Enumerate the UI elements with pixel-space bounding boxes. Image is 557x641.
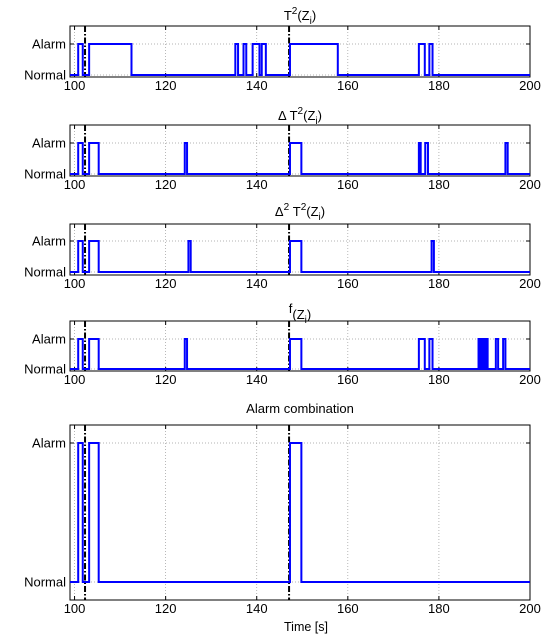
- x-tick-label: 100: [64, 177, 86, 192]
- x-tick-label: 120: [155, 601, 177, 616]
- alarm-signal-line: [70, 442, 530, 583]
- x-tick-label: 180: [428, 601, 450, 616]
- y-tick-label: Normal: [24, 265, 66, 280]
- x-tick-label: 140: [246, 372, 268, 387]
- axes-box: [69, 424, 531, 601]
- y-tick-label: Alarm: [32, 136, 66, 151]
- panel-title: Δ2 T2(Zi): [275, 202, 325, 223]
- y-tick-label: Normal: [24, 575, 66, 590]
- x-tick-label: 160: [337, 78, 359, 93]
- y-tick-label: Normal: [24, 362, 66, 377]
- y-tick-label: Alarm: [32, 234, 66, 249]
- x-tick-label: 140: [246, 601, 268, 616]
- x-tick-label: 180: [428, 78, 450, 93]
- x-tick-label: 200: [519, 276, 541, 291]
- panel-title: Δ T2(Zi): [278, 106, 322, 127]
- x-tick-label: 120: [155, 276, 177, 291]
- y-tick-label: Normal: [24, 68, 66, 83]
- x-tick-label: 160: [337, 372, 359, 387]
- y-tick-label: Alarm: [32, 37, 66, 52]
- axes-box: [69, 124, 531, 177]
- x-tick-label: 200: [519, 372, 541, 387]
- x-tick-label: 100: [64, 601, 86, 616]
- x-tick-label: 200: [519, 177, 541, 192]
- chart-panel-1: 100 120 140 160 180 200 Normal Alarm T2(Zi): [24, 6, 541, 93]
- panel-title: T2(Zi): [284, 6, 316, 27]
- x-tick-label: 180: [428, 372, 450, 387]
- y-tick-label: Normal: [24, 167, 66, 182]
- y-tick-label: Alarm: [32, 332, 66, 347]
- x-tick-label: 180: [428, 177, 450, 192]
- x-tick-label: 100: [64, 372, 86, 387]
- alarm-signal-line: [70, 142, 530, 175]
- x-tick-label: 120: [155, 372, 177, 387]
- x-tick-label: 100: [64, 78, 86, 93]
- x-tick-label: 160: [337, 601, 359, 616]
- x-tick-label: 160: [337, 177, 359, 192]
- panel-title: Alarm combination: [246, 401, 354, 416]
- chart-panel-4: 100 120 140 160 180 200 Normal Alarm f(Zi): [24, 301, 541, 387]
- x-tick-label: 140: [246, 276, 268, 291]
- x-tick-label: 180: [428, 276, 450, 291]
- chart-panel-2: 100 120 140 160 180 200 Normal Alarm Δ T2(Zi): [24, 106, 541, 192]
- x-tick-label: 120: [155, 177, 177, 192]
- x-tick-label: 200: [519, 601, 541, 616]
- axes-box: [69, 25, 531, 78]
- x-tick-label: 160: [337, 276, 359, 291]
- x-tick-label: 140: [246, 78, 268, 93]
- panel-title: f(Zi): [289, 301, 311, 326]
- x-tick-label: 140: [246, 177, 268, 192]
- x-tick-label: 120: [155, 78, 177, 93]
- alarm-signal-line: [70, 43, 530, 76]
- alarm-signal-line: [70, 338, 530, 370]
- x-axis-label: Time [s]: [284, 620, 328, 634]
- x-tick-label: 200: [519, 78, 541, 93]
- chart-panel-3: 100 120 140 160 180 200 Normal Alarm Δ2 T2(Zi): [24, 202, 541, 291]
- axes-box: [69, 223, 531, 276]
- axes-box: [69, 320, 531, 372]
- x-tick-label: 100: [64, 276, 86, 291]
- y-tick-label: Alarm: [32, 436, 66, 451]
- alarm-signal-line: [70, 240, 530, 273]
- chart-panel-5: 100 120 140 160 180 200 Normal Alarm Alarm combi…: [24, 401, 541, 616]
